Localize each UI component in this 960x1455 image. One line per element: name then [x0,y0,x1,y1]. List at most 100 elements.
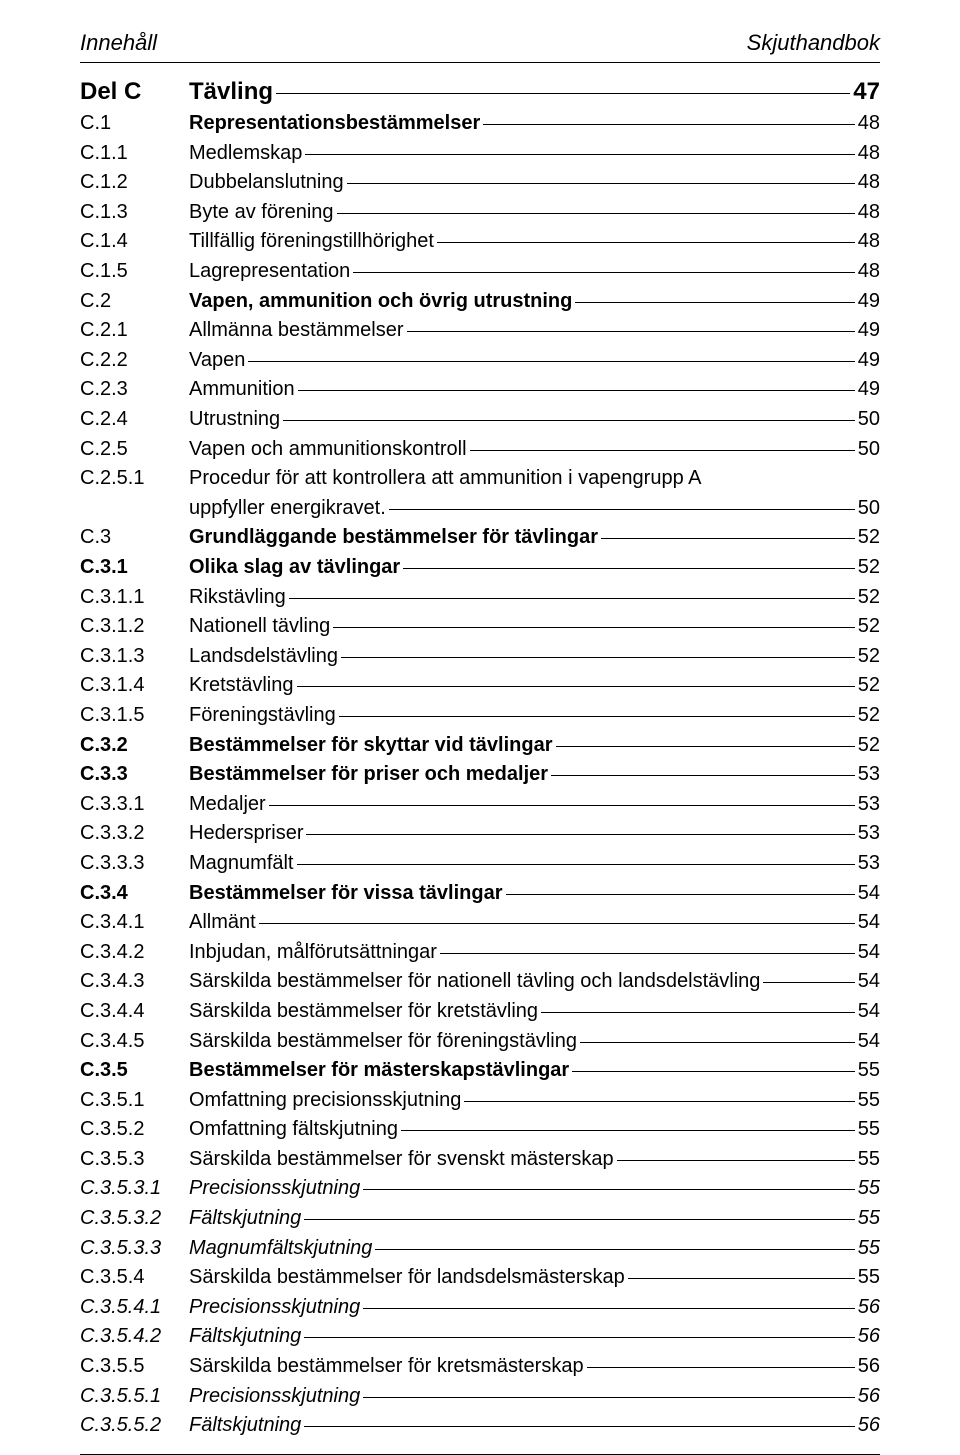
toc-leader [259,923,855,924]
toc-row: C.3.4.1Allmänt54 [80,909,880,937]
toc-row: C.1.1Medlemskap48 [80,140,880,168]
toc-page: 50 [858,495,880,523]
toc-page: 55 [858,1235,880,1263]
toc-title: Vapen och ammunitionskontroll [185,436,467,464]
toc-num: C.3.5.2 [80,1116,185,1144]
toc-leader [363,1189,855,1190]
toc-title: Hederspriser [185,820,303,848]
toc-leader [305,154,854,155]
toc-title: Representationsbestämmelser [185,110,480,138]
toc-leader [297,686,855,687]
toc-leader [763,982,854,983]
toc-num: C.3.5.4.2 [80,1323,185,1351]
toc-title: Bestämmelser för priser och medaljer [185,761,548,789]
toc-leader [551,775,855,776]
toc-num: C.1.2 [80,169,185,197]
toc-num: C.3.5.3.1 [80,1175,185,1203]
toc-title: Omfattning precisionsskjutning [185,1087,461,1115]
toc-title: Olika slag av tävlingar [185,554,400,582]
top-divider [80,62,880,63]
toc-leader [297,864,855,865]
toc-num: C.3.5.5.1 [80,1383,185,1411]
toc-page: 52 [858,732,880,760]
toc-num: C.3.5.3.3 [80,1235,185,1263]
toc-row: C.3.3Bestämmelser för priser och medalje… [80,761,880,789]
toc-page: 48 [858,199,880,227]
toc-row: C.3.1.4Kretstävling52 [80,672,880,700]
toc-title: Precisionsskjutning [185,1294,360,1322]
toc-num: C.3.4 [80,880,185,908]
toc-row: C.3.4.5Särskilda bestämmelser för föreni… [80,1028,880,1056]
toc-num: C.3.1 [80,554,185,582]
toc-title: Lagrepresentation [185,258,350,286]
toc-row: C.2.5Vapen och ammunitionskontroll50 [80,436,880,464]
toc-title: Medlemskap [185,140,302,168]
toc-title: Bestämmelser för vissa tävlingar [185,880,503,908]
toc-page: 53 [858,791,880,819]
toc-leader [580,1042,855,1043]
toc-row: C.2.4Utrustning50 [80,406,880,434]
toc-title: Inbjudan, målförutsättningar [185,939,437,967]
toc-page: 48 [858,169,880,197]
toc-num: C.3.5.4.1 [80,1294,185,1322]
page-header-left: Innehåll [80,30,157,56]
toc-row: C.3.5.4.1Precisionsskjutning56 [80,1294,880,1322]
toc-row: C.3.5.2Omfattning fältskjutning55 [80,1116,880,1144]
toc-leader [347,183,855,184]
toc-row: C.3.1Olika slag av tävlingar52 [80,554,880,582]
toc-leader [403,568,855,569]
toc-page: 54 [858,909,880,937]
toc-row: C.3.4Bestämmelser för vissa tävlingar54 [80,880,880,908]
toc-num: C.1 [80,110,185,138]
toc-row: C.3.1.2Nationell tävling52 [80,613,880,641]
toc-title: Grundläggande bestämmelser för tävlingar [185,524,598,552]
toc-title: Dubbelanslutning [185,169,344,197]
toc-leader [401,1130,855,1131]
toc-row: C.3Grundläggande bestämmelser för tävlin… [80,524,880,552]
toc-title: Särskilda bestämmelser för kretsmästersk… [185,1353,584,1381]
toc-title: Rikstävling [185,584,286,612]
toc-title: Vapen [185,347,245,375]
toc-row: C.3.5.3.3Magnumfältskjutning 55 [80,1235,880,1263]
toc-leader [470,450,855,451]
toc-num: C.3.1.2 [80,613,185,641]
toc-page: 55 [858,1175,880,1203]
toc-title: Särskilda bestämmelser för föreningstävl… [185,1028,577,1056]
toc-num: C.3.5.5 [80,1353,185,1381]
toc-page: 55 [858,1205,880,1233]
toc-num: C.3.4.4 [80,998,185,1026]
toc-row: C.2.2Vapen 49 [80,347,880,375]
toc-num: C.3.5 [80,1057,185,1085]
toc-leader [298,390,855,391]
toc-num: C.3.3.1 [80,791,185,819]
toc-leader [363,1308,855,1309]
toc-page: 48 [858,140,880,168]
toc-page: 49 [858,347,880,375]
toc-num: C.2 [80,288,185,316]
toc-leader [337,213,855,214]
toc-row: C.1.3Byte av förening48 [80,199,880,227]
toc-row: C.3.1.3Landsdelstävling52 [80,643,880,671]
toc-num: C.2.4 [80,406,185,434]
toc-leader [306,834,854,835]
toc-title: Fältskjutning [185,1205,301,1233]
toc-row: C.3.5.5.1Precisionsskjutning56 [80,1383,880,1411]
toc-num: C.3.1.3 [80,643,185,671]
toc-title: Föreningstävling [185,702,336,730]
toc-num: C.2.2 [80,347,185,375]
toc-title: Tillfällig föreningstillhörighet [185,228,434,256]
toc-leader [276,93,850,94]
toc-leader [556,746,855,747]
toc-title: Särskilda bestämmelser för svenskt mäste… [185,1146,614,1174]
toc-row: C.3.3.2Hederspriser53 [80,820,880,848]
toc-row: C.3.1.1Rikstävling52 [80,584,880,612]
toc-row: C.3.5Bestämmelser för mästerskapstävling… [80,1057,880,1085]
toc-title: Bestämmelser för mästerskapstävlingar [185,1057,569,1085]
toc-title: Magnumfältskjutning [185,1235,372,1263]
toc-num: C.3.5.3 [80,1146,185,1174]
toc-leader [506,894,855,895]
toc-page: 53 [858,761,880,789]
toc-page: 55 [858,1087,880,1115]
toc-row: C.1.2Dubbelanslutning 48 [80,169,880,197]
toc-title: Nationell tävling [185,613,330,641]
